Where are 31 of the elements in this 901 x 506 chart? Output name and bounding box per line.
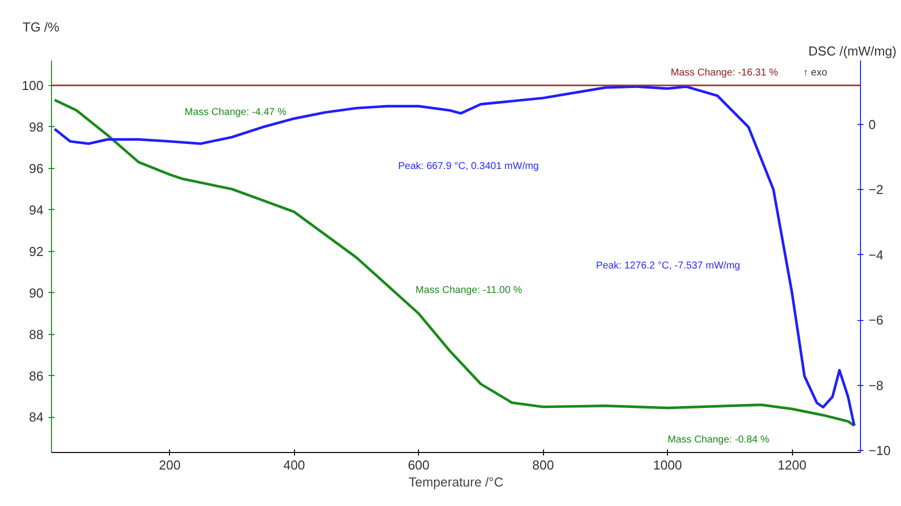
y-axis-title: TG /% bbox=[22, 20, 60, 34]
y-tick-label: 98 bbox=[29, 119, 44, 134]
y-tick-label: 96 bbox=[29, 160, 44, 176]
y-tick-label: 90 bbox=[29, 285, 44, 300]
y-tick-label: 92 bbox=[29, 244, 44, 259]
x-tick-label: 1000 bbox=[653, 458, 682, 472]
annotation: Peak: 1276.2 °C, -7.537 mW/mg bbox=[596, 260, 740, 272]
x-tick-label: 200 bbox=[158, 458, 181, 472]
annotation: Peak: 667.9 °C, 0.3401 mW/mg bbox=[398, 160, 539, 172]
y2-tick-label: −2 bbox=[868, 182, 884, 198]
y2-tick-label: −10 bbox=[868, 443, 891, 458]
x-tick-label: 600 bbox=[408, 458, 430, 472]
x-tick-label: 400 bbox=[283, 458, 306, 472]
y-tick-label: 84 bbox=[29, 410, 44, 425]
y2-tick-label: 0 bbox=[868, 116, 876, 132]
y-tick-label: 88 bbox=[29, 326, 44, 342]
annotation: Mass Change: -16.31 % bbox=[670, 67, 778, 78]
y2-tick-label: −4 bbox=[868, 247, 884, 262]
y-tick-label: 86 bbox=[29, 368, 44, 384]
y-tick-label: 100 bbox=[22, 78, 44, 93]
y2-tick-label: −8 bbox=[868, 378, 884, 393]
x-tick-label: 1200 bbox=[778, 458, 807, 472]
y-tick-label: 94 bbox=[29, 202, 44, 218]
y2-axis-title: DSC /(mW/mg) bbox=[808, 44, 897, 58]
y2-tick-label: −6 bbox=[868, 312, 884, 328]
annotation: Mass Change: -4.47 % bbox=[184, 106, 286, 118]
annotation: Mass Change: -11.00 % bbox=[416, 285, 522, 296]
annotation: Mass Change: -0.84 % bbox=[668, 434, 770, 446]
annotation: ↑ exo bbox=[803, 67, 828, 78]
x-axis-title: Temperature /°C bbox=[408, 474, 504, 490]
x-tick-label: 800 bbox=[532, 458, 554, 472]
